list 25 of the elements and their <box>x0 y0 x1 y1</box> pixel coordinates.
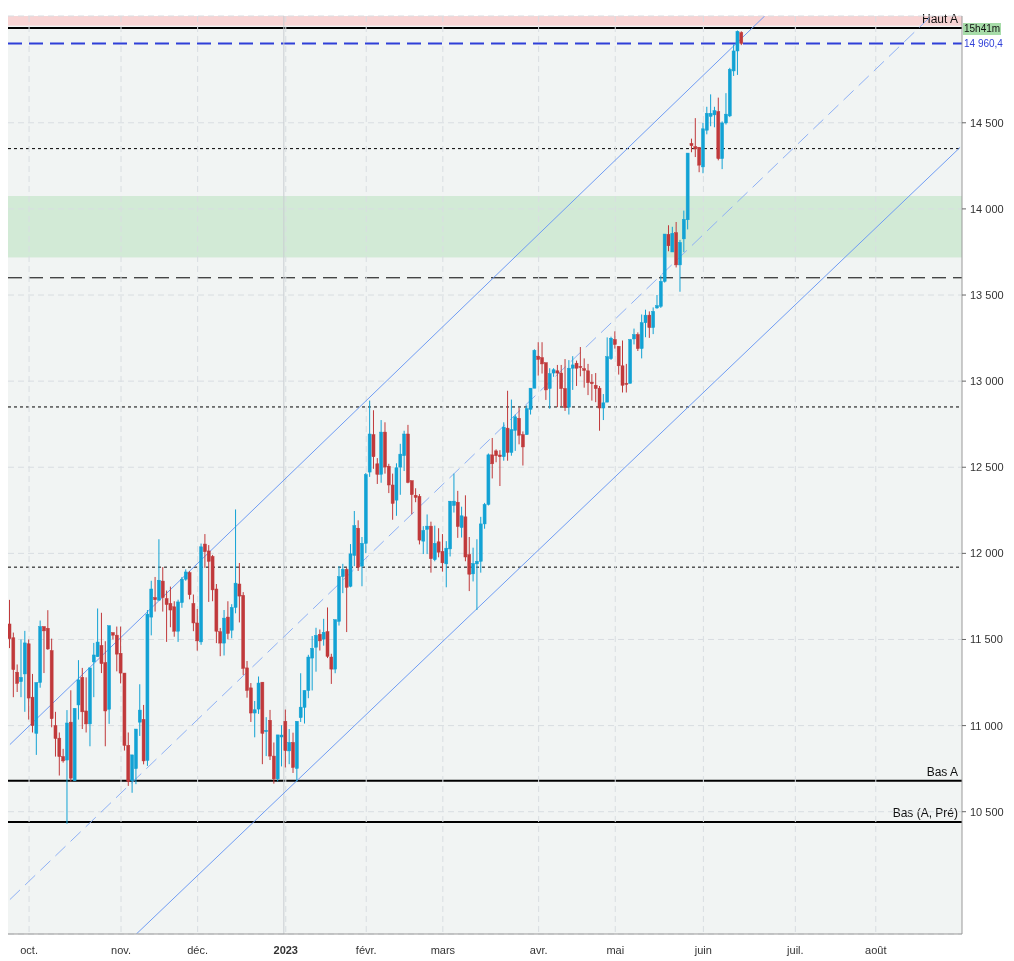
x-tick-label: juin <box>693 944 712 956</box>
x-tick-label: oct. <box>20 944 38 956</box>
y-tick-label: 12 000 <box>970 547 1004 560</box>
x-tick-label: nov. <box>111 944 132 956</box>
ref-line-label: Bas (A, Pré) <box>892 806 958 821</box>
x-tick-label: 2023 <box>273 944 299 956</box>
y-tick-label: 11 500 <box>970 633 1003 646</box>
y-tick-label: 10 500 <box>970 805 1004 818</box>
y-tick-label: 14 000 <box>970 202 1004 215</box>
y-tick-label: 14 500 <box>970 116 1004 129</box>
text: 15h41m <box>963 23 1002 35</box>
ref-line-label: 14 960,4 <box>964 38 1004 50</box>
y-tick-label: 12 500 <box>970 461 1004 474</box>
ref-line-label: Haut A <box>921 12 958 27</box>
x-tick-label: mai <box>606 944 625 956</box>
y-tick-label: 11 000 <box>970 719 1003 732</box>
x-tick-label: déc. <box>187 944 209 956</box>
y-tick-label: 13 000 <box>970 375 1004 388</box>
x-tick-label: mars <box>430 944 456 956</box>
x-tick-label: août <box>865 944 887 956</box>
ref-line-label: Bas A <box>926 764 958 779</box>
x-tick-label: juil. <box>786 944 804 956</box>
x-tick-label: avr. <box>529 944 548 956</box>
y-tick-label: 13 500 <box>970 289 1004 302</box>
x-tick-label: févr. <box>355 944 377 956</box>
